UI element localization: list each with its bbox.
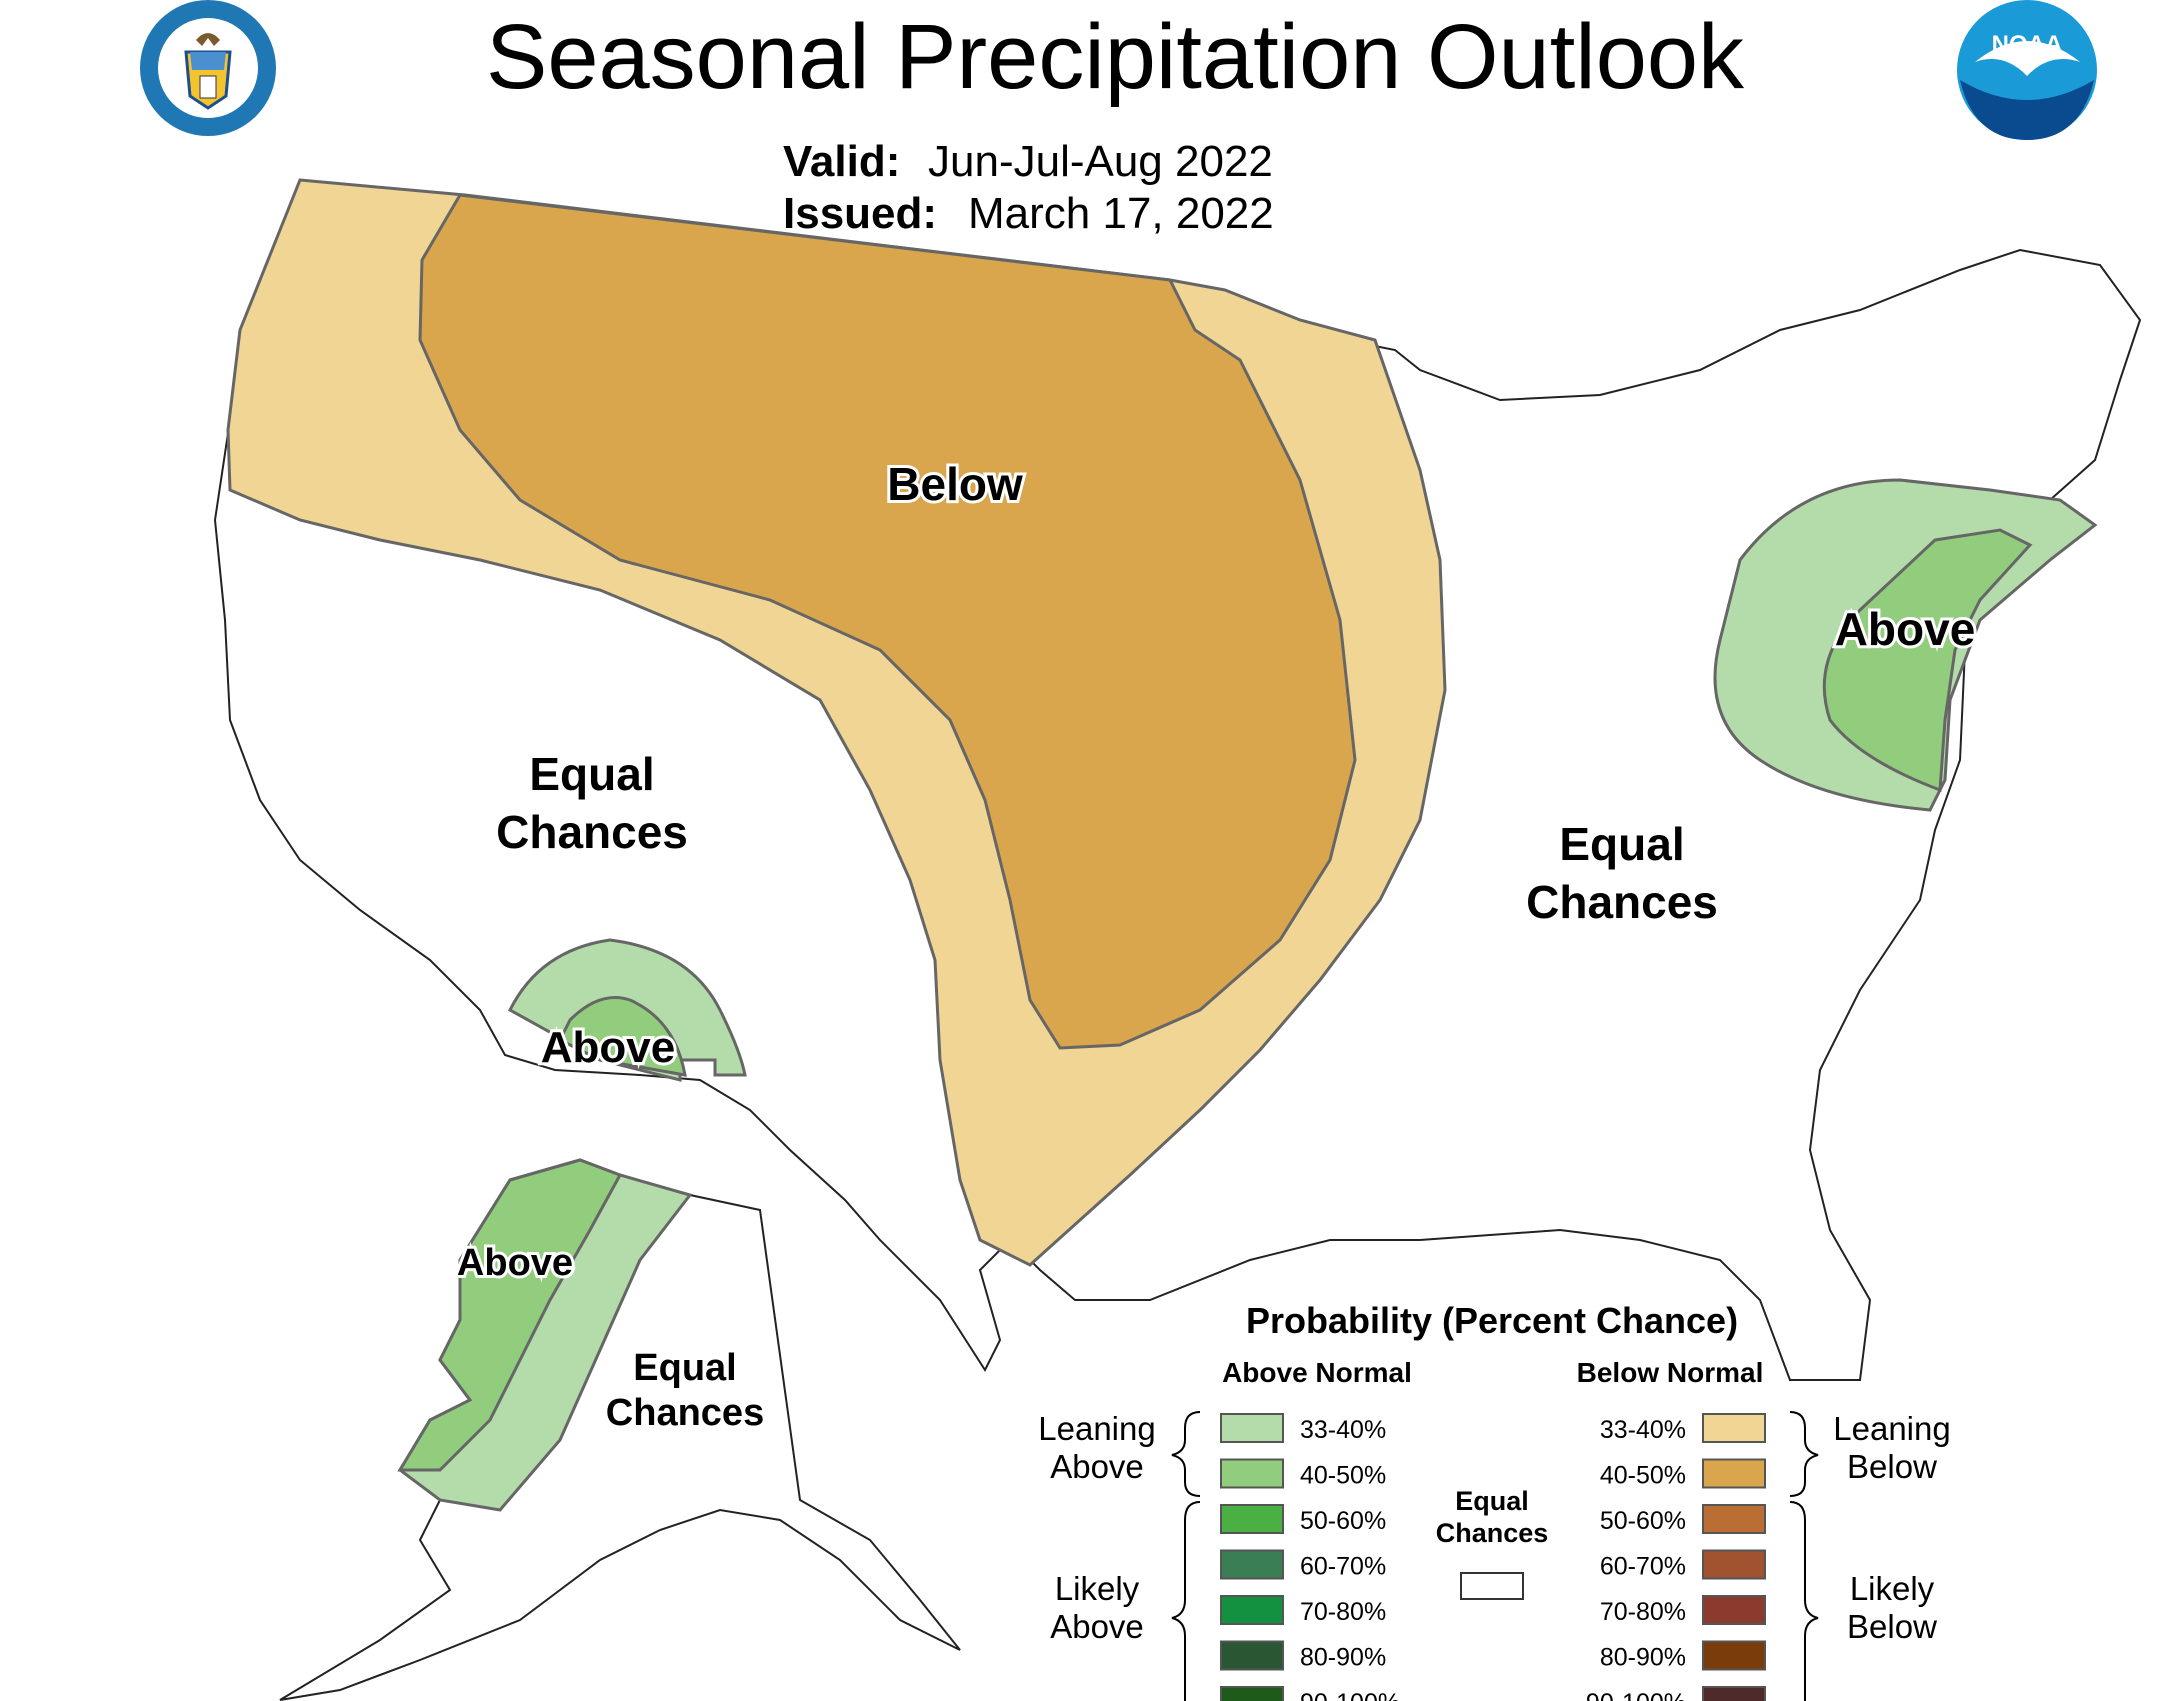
legend-likely-below-1: Likely bbox=[1850, 1570, 1935, 1607]
legend-below-swatch-3 bbox=[1702, 1504, 1766, 1534]
legend-below-swatch-2 bbox=[1702, 1458, 1766, 1489]
label-equal-alaska-1: Equal bbox=[633, 1347, 736, 1389]
legend-equal-2: Chances bbox=[1436, 1518, 1549, 1548]
label-above-southwest: Above bbox=[541, 1023, 675, 1072]
legend-brace-leaning-above bbox=[1171, 1411, 1201, 1497]
legend-below-swatch-7 bbox=[1702, 1686, 1766, 1701]
legend-below-swatch-4 bbox=[1702, 1549, 1766, 1580]
legend-equal-swatch bbox=[1460, 1572, 1524, 1600]
below-40-50-region bbox=[418, 193, 1357, 1050]
legend-brace-likely-below bbox=[1789, 1501, 1819, 1701]
legend-above-rows: 33-40% 40-50% 50-60% 60-70% 70-80% 80-90% 90-1… bbox=[1220, 1413, 1400, 1701]
label-equal-east-2: Chances bbox=[1526, 876, 1718, 928]
legend-below-label-1: 33-40% bbox=[1600, 1416, 1686, 1444]
noaa-logo-text: NOAA bbox=[1992, 31, 2063, 58]
legend-above-swatch-6 bbox=[1220, 1640, 1284, 1671]
legend-below-label-3: 50-60% bbox=[1600, 1507, 1686, 1535]
legend-leaning-above-2: Above bbox=[1050, 1448, 1144, 1485]
legend-above-label-1: 33-40% bbox=[1300, 1416, 1386, 1444]
legend-brace-likely-above bbox=[1171, 1501, 1201, 1701]
legend-above-swatch-5 bbox=[1220, 1595, 1284, 1625]
legend-above-label-6: 80-90% bbox=[1300, 1644, 1386, 1672]
legend-below-label-7: 90-100% bbox=[1586, 1689, 1686, 1701]
legend-likely-above-2: Above bbox=[1050, 1608, 1144, 1645]
noaa-logo: NOAA bbox=[1957, 0, 2097, 140]
label-above-northeast: Above bbox=[1835, 603, 1976, 655]
legend-above-label-4: 60-70% bbox=[1300, 1553, 1386, 1581]
label-above-alaska: Above bbox=[457, 1242, 573, 1284]
legend: Probability (Percent Chance) Above Norma… bbox=[1038, 1300, 1951, 1701]
issued-value: March 17, 2022 bbox=[968, 189, 1274, 238]
legend-above-swatch-7 bbox=[1220, 1686, 1284, 1701]
label-equal-east-1: Equal bbox=[1559, 818, 1684, 870]
valid-value: Jun-Jul-Aug 2022 bbox=[928, 137, 1273, 186]
above-northeast-40-50-region bbox=[1822, 528, 2033, 793]
label-equal-west-2: Chances bbox=[496, 806, 688, 858]
alaska-above-40-50-region bbox=[397, 1158, 623, 1472]
page-title: Seasonal Precipitation Outlook bbox=[486, 6, 1745, 108]
commerce-seal-logo bbox=[140, 0, 276, 136]
legend-above-swatch-1 bbox=[1220, 1413, 1284, 1443]
legend-above-label-2: 40-50% bbox=[1300, 1462, 1386, 1490]
legend-leaning-above-1: Leaning bbox=[1038, 1410, 1155, 1447]
legend-above-swatch-3 bbox=[1220, 1504, 1284, 1534]
legend-brace-leaning-below bbox=[1789, 1411, 1819, 1497]
valid-label: Valid: bbox=[783, 137, 900, 186]
legend-above-label-3: 50-60% bbox=[1300, 1507, 1386, 1535]
legend-leaning-below-1: Leaning bbox=[1833, 1410, 1950, 1447]
legend-above-label-7: 90-100% bbox=[1300, 1689, 1400, 1701]
legend-above-swatch-2 bbox=[1220, 1458, 1284, 1489]
legend-below-swatch-5 bbox=[1702, 1595, 1766, 1625]
label-equal-west-1: Equal bbox=[529, 748, 654, 800]
legend-above-header: Above Normal bbox=[1222, 1357, 1412, 1388]
legend-below-rows: 33-40% 40-50% 50-60% 60-70% 70-80% 80-90% 90-1… bbox=[1586, 1413, 1766, 1701]
above-southwest-40-50-region bbox=[557, 996, 687, 1077]
legend-below-label-4: 60-70% bbox=[1600, 1553, 1686, 1581]
legend-equal-1: Equal bbox=[1455, 1486, 1529, 1516]
legend-below-label-5: 70-80% bbox=[1600, 1598, 1686, 1626]
legend-below-label-6: 80-90% bbox=[1600, 1644, 1686, 1672]
legend-below-label-2: 40-50% bbox=[1600, 1462, 1686, 1490]
label-below: Below bbox=[887, 458, 1023, 510]
legend-below-swatch-1 bbox=[1702, 1413, 1766, 1443]
legend-above-label-5: 70-80% bbox=[1300, 1598, 1386, 1626]
legend-title: Probability (Percent Chance) bbox=[1246, 1300, 1738, 1341]
issued-label: Issued: bbox=[783, 189, 937, 238]
legend-above-swatch-4 bbox=[1220, 1549, 1284, 1580]
legend-below-header: Below Normal bbox=[1577, 1357, 1764, 1388]
legend-likely-above-1: Likely bbox=[1055, 1570, 1140, 1607]
label-equal-alaska-2: Chances bbox=[606, 1392, 764, 1434]
legend-likely-below-2: Below bbox=[1847, 1608, 1937, 1645]
legend-leaning-below-2: Below bbox=[1847, 1448, 1937, 1485]
legend-below-swatch-6 bbox=[1702, 1640, 1766, 1671]
